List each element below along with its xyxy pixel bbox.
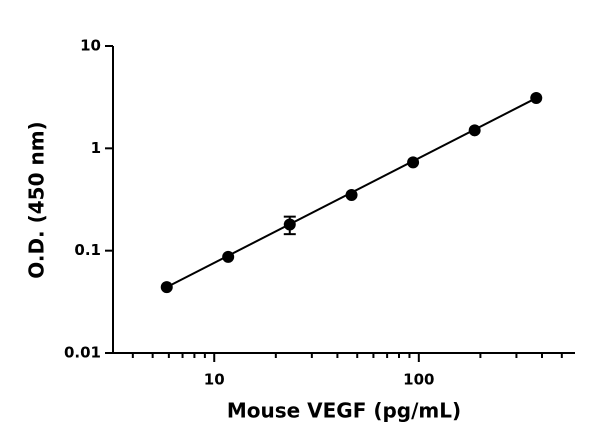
y-tick-label: 1 <box>91 139 101 157</box>
data-point <box>468 124 481 137</box>
x-axis-title: Mouse VEGF (pg/mL) <box>227 399 461 423</box>
y-tick-label: 0.01 <box>64 344 101 362</box>
data-point <box>407 156 420 169</box>
x-tick-label: 10 <box>204 371 225 389</box>
x-tick-label: 100 <box>403 371 434 389</box>
data-point <box>160 281 173 294</box>
y-tick-label: 0.1 <box>74 241 101 259</box>
y-tick-label: 10 <box>80 37 101 55</box>
y-axis-title: O.D. (450 nm) <box>25 121 49 278</box>
data-point <box>530 92 543 105</box>
data-point <box>283 218 296 231</box>
data-point <box>222 250 235 263</box>
data-point <box>345 188 358 201</box>
